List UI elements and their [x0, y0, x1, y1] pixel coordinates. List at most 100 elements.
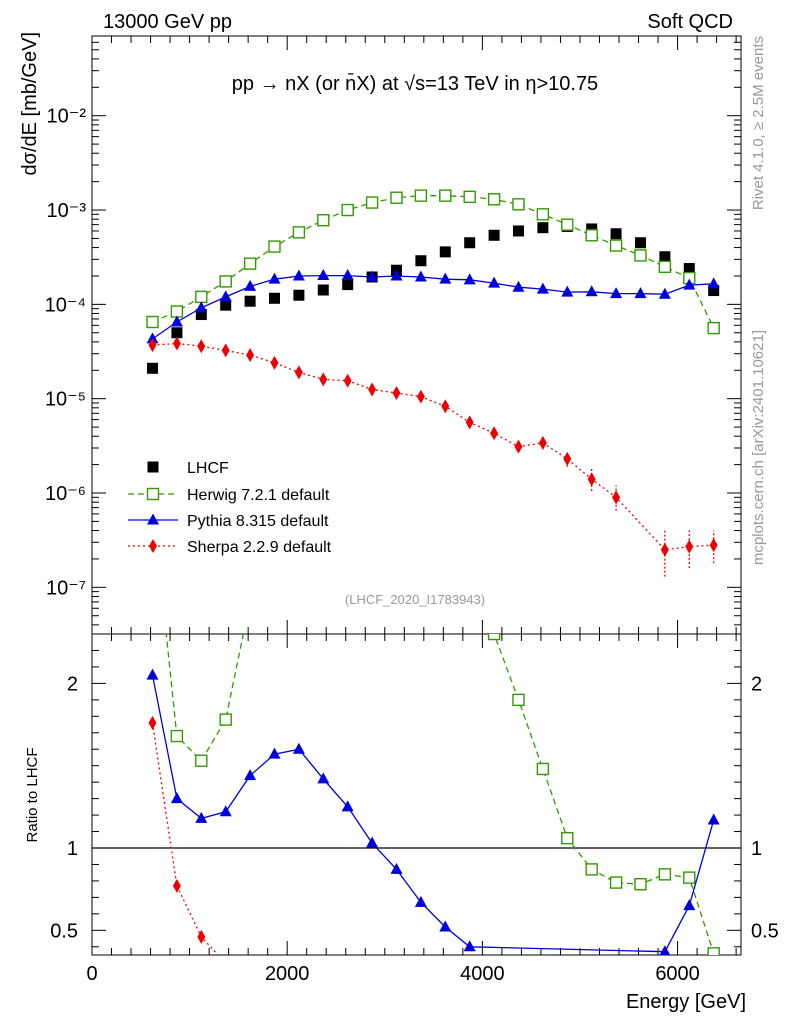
point-herwig — [292, 226, 306, 239]
point-sherpa — [197, 339, 206, 354]
point-data — [244, 295, 256, 307]
point-herwig — [146, 315, 159, 329]
legend-marker-herwig — [146, 487, 160, 501]
point-data — [220, 299, 232, 311]
ratio-point-sherpa — [222, 956, 230, 970]
point-data — [683, 262, 695, 274]
point-pythia — [561, 285, 574, 297]
point-data — [171, 327, 183, 339]
point-sherpa — [709, 538, 718, 553]
ratio-points-pythia — [146, 668, 720, 955]
point-herwig — [219, 275, 232, 288]
ratio-point-pythia — [219, 805, 232, 817]
side-label-rivet: Rivet 4.1.0, ≥ 2.5M events — [750, 36, 767, 210]
ratio-point-pythia — [439, 920, 452, 932]
point-data — [415, 255, 427, 267]
point-sherpa — [172, 336, 181, 351]
legend: LHCF Herwig 7.2.1 default Pythia 8.315 def… — [128, 460, 332, 556]
point-pythia — [366, 270, 379, 282]
point-data — [317, 284, 329, 296]
legend-marker-data — [147, 461, 159, 473]
point-herwig — [365, 196, 379, 209]
point-pythia — [414, 270, 427, 282]
legend-label: Sherpa 2.2.9 default — [187, 539, 332, 556]
point-sherpa — [465, 415, 474, 430]
y-tick-label: 10⁻⁶ — [45, 483, 86, 505]
ratio-point-pythia — [366, 836, 379, 848]
ratio-point-herwig — [512, 693, 525, 707]
point-data — [610, 228, 622, 240]
ratio-points-sherpa — [148, 715, 230, 970]
point-sherpa — [441, 399, 450, 414]
analysis-annotation: (LHCF_2020_I1783943) — [345, 592, 485, 607]
ratio-point-herwig — [683, 871, 696, 884]
y-tick-label: 10⁻³ — [47, 200, 87, 222]
ratio-point-pythia — [268, 747, 281, 759]
ratio-point-pythia — [146, 668, 159, 680]
point-herwig — [658, 260, 672, 274]
point-herwig — [707, 321, 720, 335]
ratio-point-herwig — [561, 831, 574, 845]
point-sherpa — [270, 355, 279, 370]
y-tick-label: 10⁻⁷ — [46, 577, 86, 599]
point-herwig — [609, 239, 623, 252]
ratio-line-sherpa — [151, 722, 219, 955]
point-sherpa — [392, 385, 401, 400]
point-herwig — [390, 191, 403, 204]
legend-marker-pythia — [147, 513, 159, 525]
point-data — [512, 225, 524, 237]
point-herwig — [487, 193, 501, 206]
ratio-point-herwig — [585, 863, 598, 876]
point-sherpa — [514, 439, 523, 454]
point-data — [634, 237, 646, 249]
point-sherpa — [246, 348, 255, 363]
ratio-point-herwig — [487, 634, 501, 641]
ratio-point-sherpa — [148, 715, 157, 730]
x-tick-label: 6000 — [655, 963, 700, 985]
point-pythia — [219, 290, 232, 302]
axes-ticks: 0 2000 4000 6000 10⁻⁷ 10⁻⁶ 10⁻⁵ 10⁻⁴ 10⁻³ 10⁻² 0.5… — [45, 35, 779, 985]
point-sherpa — [685, 539, 694, 554]
ratio-point-pythia — [244, 769, 257, 781]
ratio-point-pythia — [195, 811, 208, 823]
main-title: pp → nX (or n̄X) at √s=13 TeV in η>10.75 — [232, 72, 598, 95]
point-pythia — [707, 277, 720, 289]
point-data — [342, 279, 354, 291]
legend-label: LHCF — [187, 460, 229, 477]
header-left: 13000 GeV pp — [103, 11, 232, 33]
point-data — [269, 292, 281, 304]
ratio-point-pythia — [659, 945, 671, 955]
point-sherpa — [294, 365, 303, 380]
point-herwig — [634, 249, 647, 262]
point-sherpa — [612, 490, 621, 505]
point-data — [537, 222, 549, 234]
point-sherpa — [416, 389, 425, 404]
point-herwig — [243, 257, 257, 270]
ratio-point-herwig — [609, 876, 623, 889]
point-herwig — [512, 198, 525, 211]
point-sherpa — [368, 382, 377, 397]
ratio-point-pythia — [341, 800, 354, 812]
point-sherpa — [660, 542, 669, 557]
point-herwig — [561, 218, 574, 231]
ratio-point-sherpa — [172, 878, 181, 893]
point-pythia — [341, 269, 354, 281]
point-sherpa — [490, 426, 499, 441]
point-pythia — [317, 269, 330, 281]
ratio-line-pythia — [151, 675, 715, 953]
point-data — [439, 246, 451, 258]
point-data — [488, 229, 500, 241]
point-pythia — [536, 282, 549, 294]
ratio-point-herwig — [195, 754, 208, 767]
x-tick-label: 2000 — [265, 963, 310, 985]
ratio-y-label: Ratio to LHCF — [24, 747, 41, 842]
point-pythia — [683, 278, 696, 290]
point-pythia — [244, 279, 257, 291]
point-pythia — [268, 272, 281, 284]
point-herwig — [585, 229, 598, 242]
point-herwig — [170, 305, 184, 318]
ratio-point-pythia — [390, 862, 403, 874]
point-herwig — [195, 290, 208, 304]
point-pythia — [439, 272, 452, 284]
